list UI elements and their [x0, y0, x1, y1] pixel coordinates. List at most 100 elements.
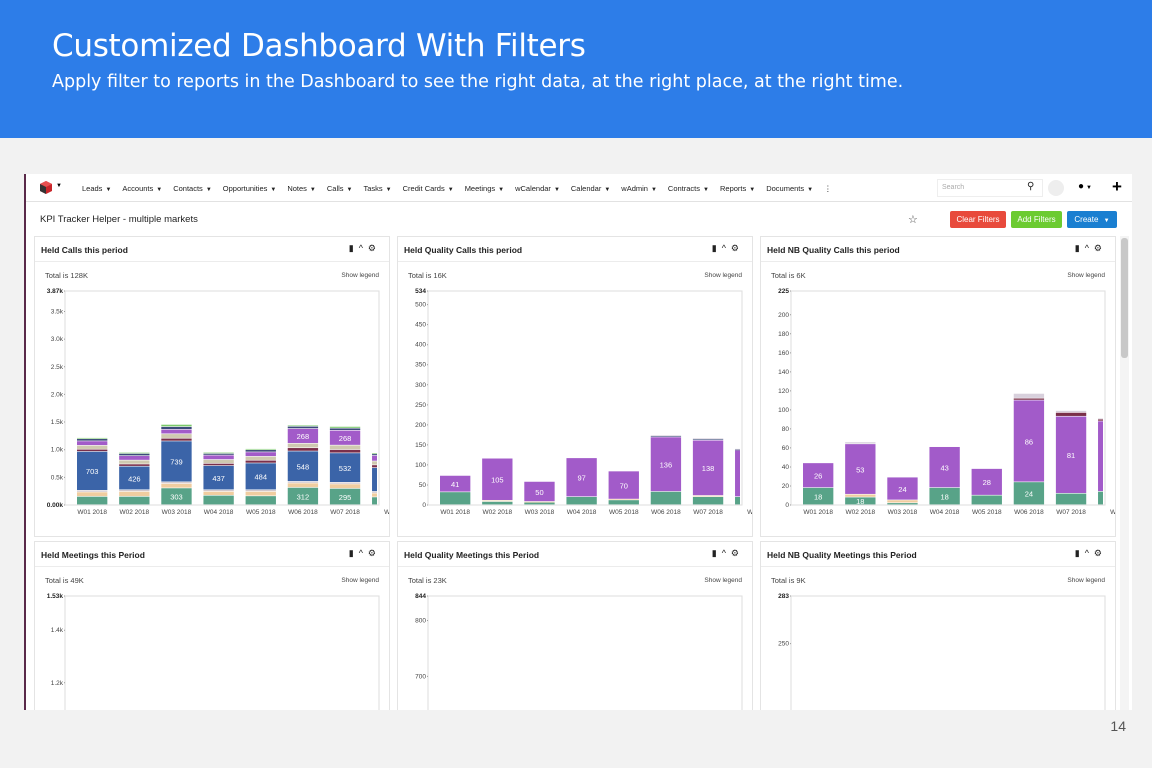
bar-segment	[735, 450, 740, 497]
nav-item-notes[interactable]: Notes ▼	[287, 184, 316, 193]
bar-segment	[287, 451, 319, 482]
collapse-chevron-up-icon[interactable]: ^	[1084, 548, 1094, 558]
scrollbar-thumb[interactable]	[1121, 238, 1128, 358]
dashboard-scrollbar[interactable]	[1120, 236, 1129, 710]
show-legend-link[interactable]: Show legend	[341, 272, 379, 279]
y-tick-label: 225	[778, 288, 789, 295]
x-tick-label: W03 2018	[888, 509, 918, 516]
bar-segment	[1098, 491, 1103, 505]
nav-item-label: Tasks	[363, 183, 383, 193]
nav-item-leads[interactable]: Leads ▼	[82, 184, 111, 193]
dashlet-tools: ▮^⚙	[1075, 548, 1107, 559]
show-legend-link[interactable]: Show legend	[704, 577, 742, 584]
show-legend-link[interactable]: Show legend	[704, 272, 742, 279]
bar-segment	[929, 487, 960, 505]
nav-item-tasks[interactable]: Tasks ▼	[364, 184, 392, 193]
bar-segment	[161, 441, 192, 482]
avatar[interactable]	[1048, 180, 1064, 196]
collapse-chevron-up-icon[interactable]: ^	[721, 243, 731, 253]
nav-item-reports[interactable]: Reports ▼	[720, 184, 755, 193]
bar-chart-icon[interactable]: ▮	[1074, 548, 1085, 558]
logo-caret-icon[interactable]: ▼	[56, 183, 62, 189]
show-legend-link[interactable]: Show legend	[1067, 272, 1105, 279]
collapse-chevron-up-icon[interactable]: ^	[1084, 243, 1094, 253]
gear-icon[interactable]: ⚙	[1093, 243, 1107, 253]
bar-chart-icon[interactable]: ▮	[1074, 243, 1085, 253]
bar-chart-icon[interactable]: ▮	[711, 243, 722, 253]
bar-segment	[1013, 393, 1045, 398]
gear-icon[interactable]: ⚙	[1093, 548, 1107, 558]
y-tick-label: 1.2k	[51, 680, 64, 687]
dashlet-total: Total is 16K	[408, 271, 447, 280]
bar-segment	[119, 496, 150, 505]
bar-segment	[735, 496, 740, 505]
nav-item-opportunities[interactable]: Opportunities ▼	[223, 184, 277, 193]
bar-segment	[372, 461, 377, 465]
show-legend-link[interactable]: Show legend	[1067, 577, 1105, 584]
bar-data-label: 81	[1067, 451, 1075, 460]
create-caret-icon[interactable]: ▼	[1103, 218, 1110, 224]
search-icon[interactable]: ⚲	[1027, 181, 1035, 192]
collapse-chevron-up-icon[interactable]: ^	[358, 243, 368, 253]
nav-item-calendar[interactable]: Calendar ▼	[571, 184, 610, 193]
bar-segment	[245, 452, 276, 457]
bar-segment	[1055, 493, 1087, 505]
collapse-chevron-up-icon[interactable]: ^	[358, 548, 368, 558]
bar-segment	[692, 438, 724, 439]
nav-item-label: Calendar	[570, 183, 602, 193]
bar-data-label: 426	[128, 474, 141, 483]
chevron-down-icon: ▼	[205, 186, 212, 193]
bar-segment	[161, 483, 192, 488]
quick-create-plus-icon[interactable]: +	[1112, 177, 1122, 196]
bar-data-label: 86	[1025, 437, 1033, 446]
chevron-down-icon: ▼	[385, 186, 392, 193]
gear-icon[interactable]: ⚙	[367, 548, 381, 558]
y-tick-label: 3.0k	[51, 336, 64, 343]
search-input[interactable]: Search	[937, 179, 1043, 197]
bar-chart-icon[interactable]: ▮	[348, 243, 359, 253]
nav-more-icon[interactable]: ⋮	[824, 183, 832, 193]
favorite-star-icon[interactable]: ☆	[908, 214, 918, 226]
user-menu-icon[interactable]: ● ▼	[1078, 181, 1092, 192]
slide-header: Customized Dashboard With Filters Apply …	[0, 0, 1152, 138]
nav-item-contracts[interactable]: Contracts ▼	[668, 184, 709, 193]
clear-filters-button[interactable]: Clear Filters	[950, 211, 1006, 228]
gear-icon[interactable]: ⚙	[730, 243, 744, 253]
nav-item-accounts[interactable]: Accounts ▼	[122, 184, 162, 193]
bar-chart-icon[interactable]: ▮	[348, 548, 359, 558]
bar-segment	[245, 456, 276, 460]
nav-item-credit-cards[interactable]: Credit Cards ▼	[403, 184, 454, 193]
bar-segment	[887, 477, 918, 500]
bar-chart-icon[interactable]: ▮	[711, 548, 722, 558]
nav-item-documents[interactable]: Documents ▼	[766, 184, 813, 193]
gear-icon[interactable]: ⚙	[730, 548, 744, 558]
bar-segment	[887, 503, 918, 505]
nav-item-wadmin[interactable]: wAdmin ▼	[621, 184, 657, 193]
logo-icon[interactable]	[40, 181, 52, 194]
bar-data-label: 136	[660, 461, 673, 470]
x-tick-label: W02 2018	[846, 509, 876, 516]
nav-item-calls[interactable]: Calls ▼	[327, 184, 353, 193]
add-filters-button[interactable]: Add Filters	[1011, 211, 1062, 228]
bar-segment	[245, 448, 276, 450]
nav-item-contacts[interactable]: Contacts ▼	[173, 184, 212, 193]
nav-item-wcalendar[interactable]: wCalendar ▼	[515, 184, 560, 193]
create-button-label: Create	[1074, 215, 1099, 224]
collapse-chevron-up-icon[interactable]: ^	[721, 548, 731, 558]
x-tick-label: W05 2018	[609, 509, 639, 516]
bar-segment	[287, 448, 319, 451]
y-tick-label: 844	[415, 593, 426, 600]
nav-item-meetings[interactable]: Meetings ▼	[465, 184, 504, 193]
gear-icon[interactable]: ⚙	[367, 243, 381, 253]
bar-data-label: 312	[297, 492, 310, 501]
bar-segment	[845, 497, 876, 505]
bar-data-label: 18	[856, 497, 864, 506]
x-tick-label: W03 2018	[162, 509, 192, 516]
dashlet-divider	[761, 566, 1115, 567]
show-legend-link[interactable]: Show legend	[341, 577, 379, 584]
bar-segment	[287, 425, 319, 427]
bar-segment	[1013, 400, 1045, 482]
y-tick-label: 60	[782, 445, 790, 452]
create-button[interactable]: Create ▼	[1067, 211, 1117, 228]
bar-segment	[971, 468, 1002, 495]
